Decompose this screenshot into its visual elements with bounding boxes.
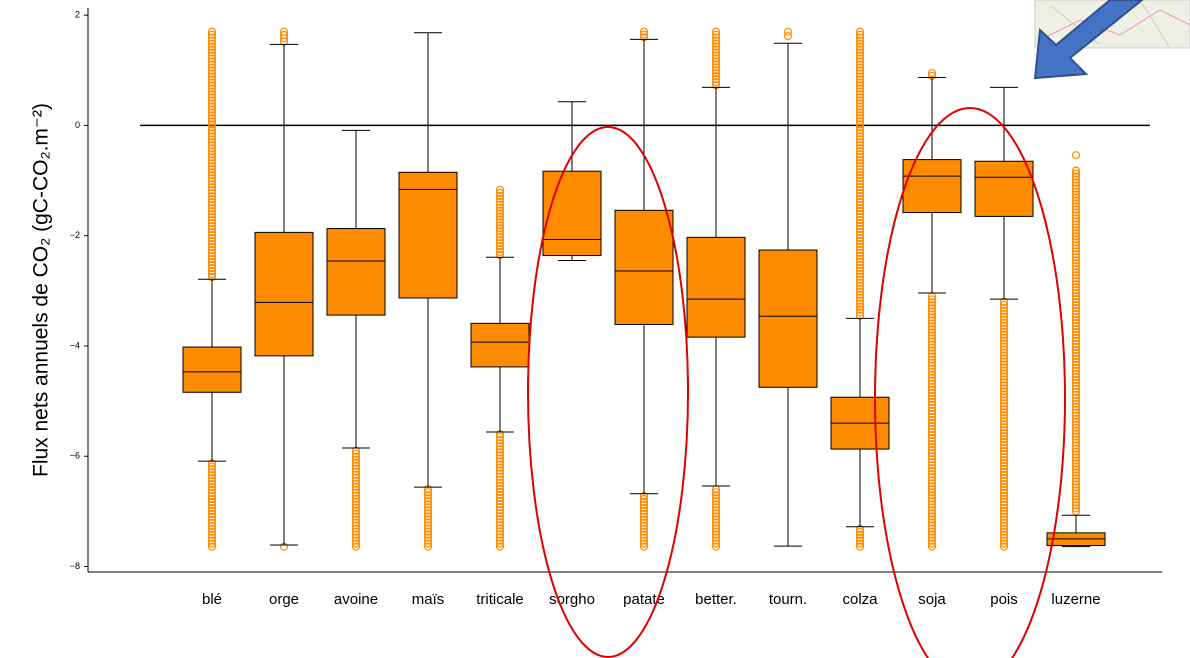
- x-tick-label: avoine: [334, 591, 378, 608]
- x-tick-label: maïs: [412, 591, 445, 608]
- x-tick-label: orge: [269, 591, 299, 608]
- y-tick-label: −6: [70, 451, 80, 461]
- y-tick-label: −2: [70, 230, 80, 240]
- flier: [1073, 152, 1080, 159]
- y-tick-label: −8: [70, 561, 80, 571]
- x-tick-label: triticale: [476, 591, 524, 608]
- x-tick-label: luzerne: [1051, 591, 1100, 608]
- box: [327, 229, 385, 316]
- x-tick-label: blé: [202, 591, 222, 608]
- x-tick-label: tourn.: [769, 591, 807, 608]
- box: [471, 323, 529, 367]
- x-tick-label: better.: [695, 591, 737, 608]
- page: {"chart_data": { "type": "box", "ylabel"…: [0, 0, 1190, 658]
- y-tick-label: −4: [70, 340, 80, 350]
- x-tick-label: colza: [842, 591, 878, 608]
- box: [543, 171, 601, 255]
- x-tick-label: soja: [918, 591, 946, 608]
- y-axis-label: Flux nets annuels de CO₂ (gC-CO₂.m⁻²): [30, 103, 53, 477]
- box: [687, 237, 745, 337]
- box: [759, 250, 817, 387]
- y-tick-label: 0: [75, 120, 80, 130]
- box: [615, 210, 673, 324]
- box: [255, 232, 313, 355]
- y-tick-label: 2: [75, 10, 80, 20]
- chart: Flux nets annuels de CO₂ (gC-CO₂.m⁻²) −8…: [0, 0, 1190, 658]
- box: [183, 347, 241, 392]
- x-tick-label: pois: [990, 591, 1018, 608]
- box: [399, 172, 457, 298]
- flier: [785, 33, 792, 40]
- highlight-ellipse: [875, 108, 1065, 658]
- box: [975, 161, 1033, 216]
